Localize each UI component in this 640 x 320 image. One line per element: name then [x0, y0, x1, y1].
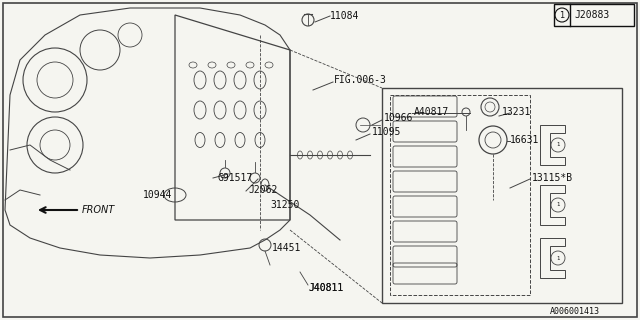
- Text: 1: 1: [556, 203, 560, 207]
- Text: 11095: 11095: [372, 127, 401, 137]
- Text: FIG.006-3: FIG.006-3: [334, 75, 387, 85]
- Text: 13231: 13231: [502, 107, 531, 117]
- Text: 14451: 14451: [272, 243, 301, 253]
- Text: FRONT: FRONT: [82, 205, 115, 215]
- Text: A40817: A40817: [414, 107, 449, 117]
- Bar: [390, 95, 530, 295]
- Text: 1: 1: [559, 11, 564, 20]
- Text: 10944: 10944: [143, 190, 172, 200]
- Text: A006001413: A006001413: [550, 307, 600, 316]
- Text: G91517: G91517: [218, 173, 253, 183]
- Text: 16631: 16631: [510, 135, 540, 145]
- Text: 10966: 10966: [384, 113, 413, 123]
- Text: J2062: J2062: [248, 185, 277, 195]
- Text: 1: 1: [556, 142, 560, 148]
- Text: 1: 1: [556, 255, 560, 260]
- Text: J40811: J40811: [308, 283, 343, 293]
- Text: 31250: 31250: [270, 200, 300, 210]
- Bar: [382, 88, 622, 303]
- Bar: [554, 4, 634, 26]
- Text: J40811: J40811: [308, 283, 343, 293]
- Text: 13115*B: 13115*B: [532, 173, 573, 183]
- Text: 11084: 11084: [330, 11, 360, 21]
- Text: J20883: J20883: [574, 10, 609, 20]
